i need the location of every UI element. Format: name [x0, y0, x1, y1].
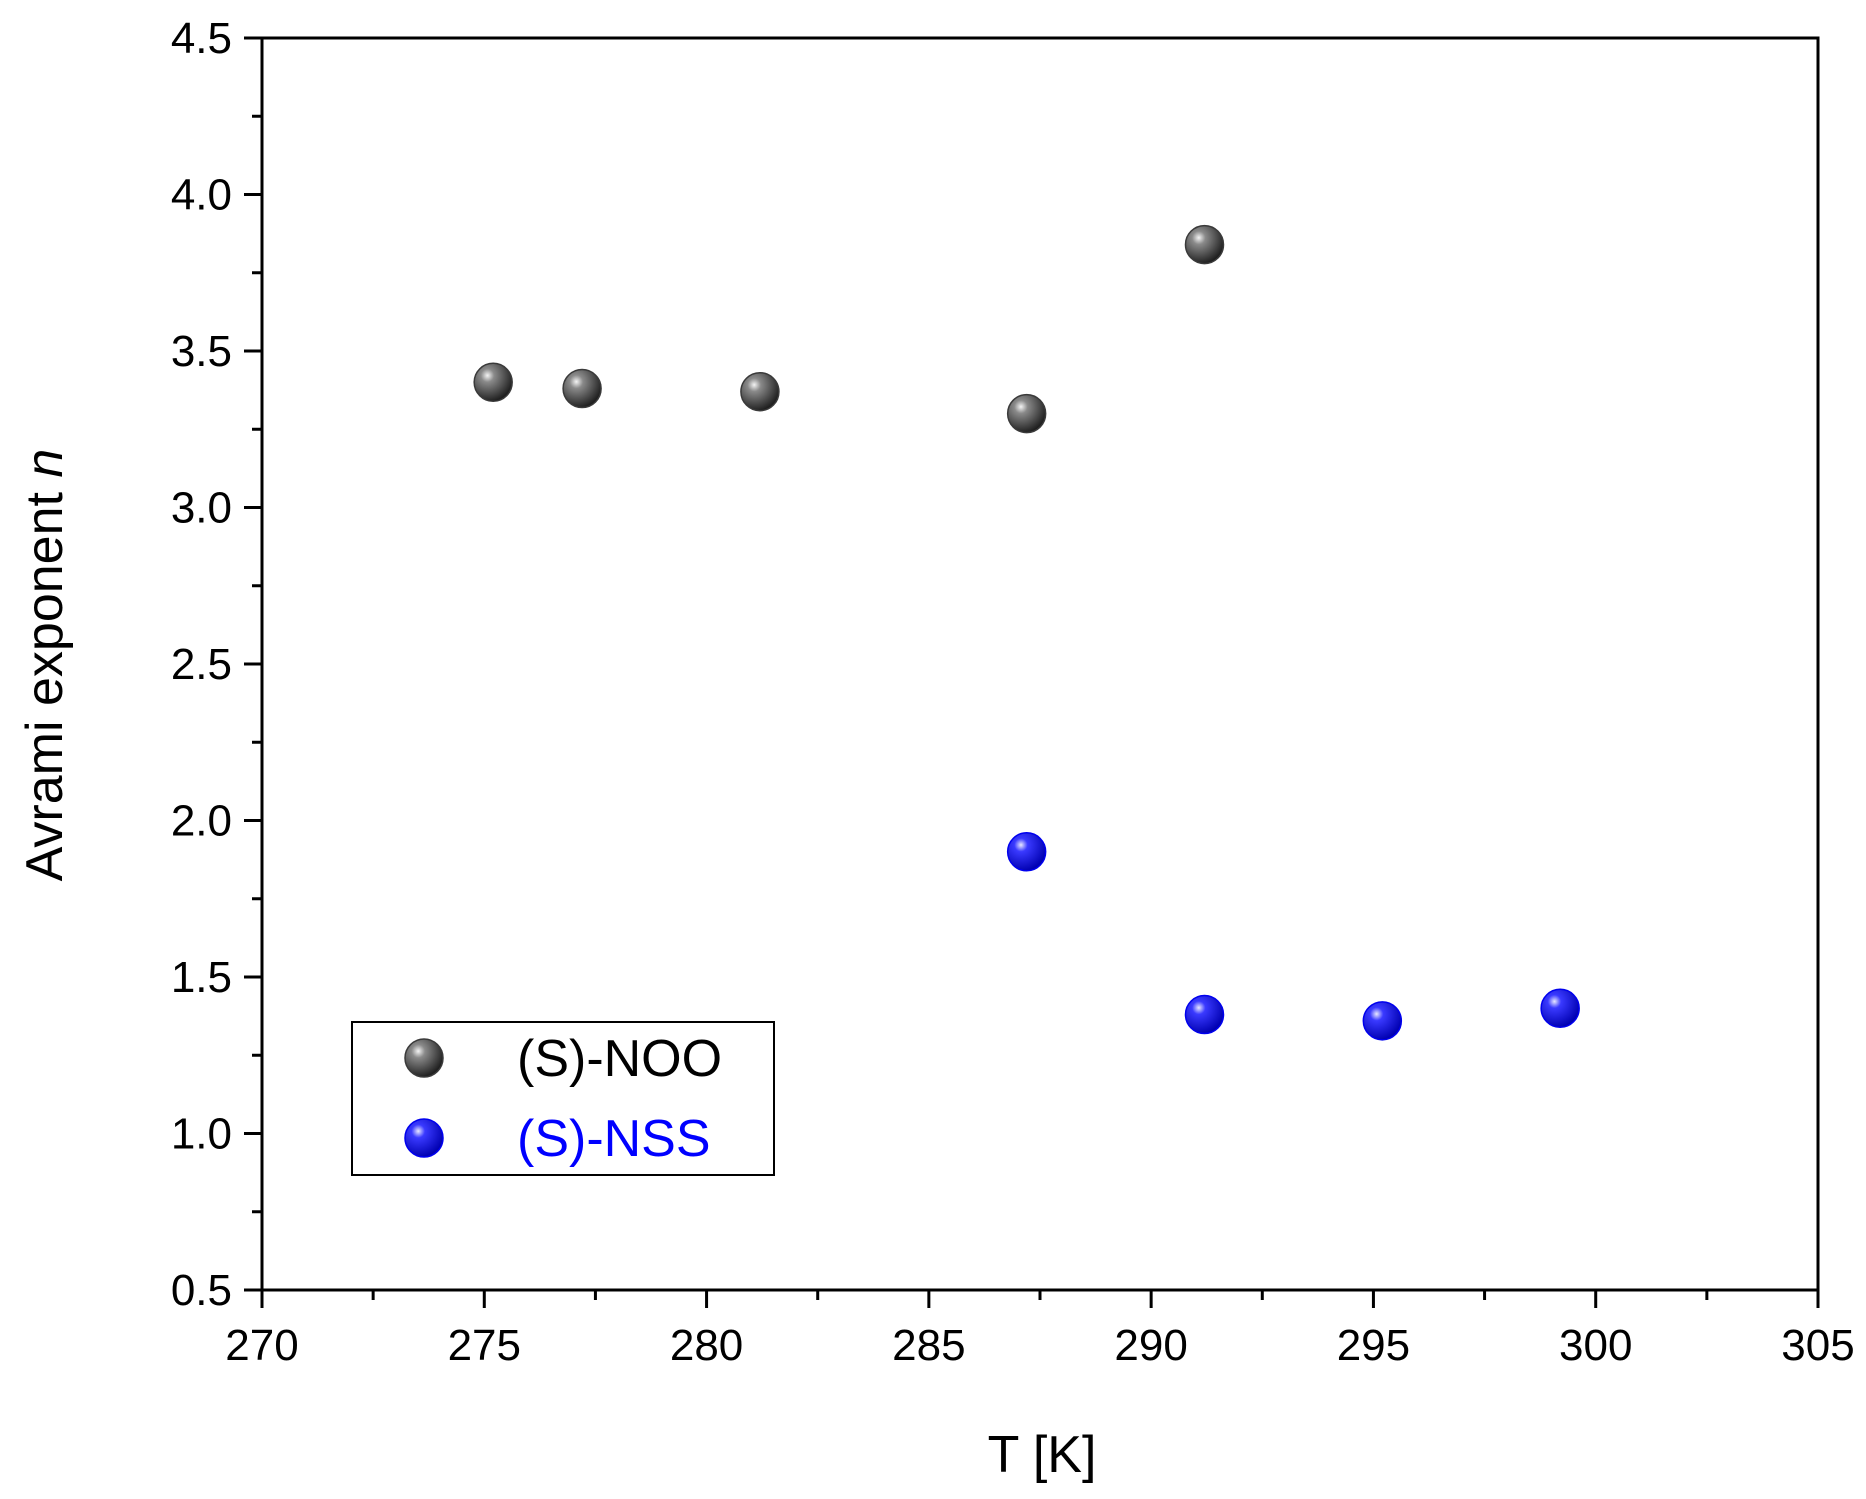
y-axis: 0.5 1.0 1.5 2.0 2.5 3.0 3.5 4.0 4.5: [171, 14, 262, 1315]
series-1: [473, 224, 1225, 434]
x-tick-label: 285: [892, 1321, 965, 1370]
data-point: [740, 371, 780, 412]
y-tick-label: 1.0: [171, 1110, 232, 1159]
y-tick-label: 4.0: [171, 171, 232, 220]
x-tick-label: 275: [448, 1321, 521, 1370]
data-point: [1362, 1001, 1403, 1041]
series-2: [1006, 832, 1580, 1041]
data-point: [1540, 988, 1580, 1029]
data-point: [1184, 224, 1225, 265]
data-point: [473, 362, 513, 403]
data-point: [1184, 994, 1225, 1035]
x-tick-label: 270: [225, 1321, 298, 1370]
x-tick-label: 295: [1337, 1321, 1410, 1370]
legend: (S)-NOO (S)-NSS: [351, 1021, 775, 1176]
y-axis-title-text: Avrami exponent: [16, 478, 74, 882]
legend-marker: [404, 1118, 444, 1158]
y-tick-label: 3.5: [171, 327, 232, 376]
legend-entry: (S)-NSS: [404, 1110, 711, 1168]
x-axis: 270 275 280 285 290 295 300 305: [225, 1290, 1855, 1370]
y-tick-label: 2.0: [171, 797, 232, 846]
legend-entry: (S)-NOO: [404, 1030, 722, 1088]
data-points: [473, 224, 1580, 1041]
y-tick-label: 0.5: [171, 1266, 232, 1315]
y-axis-title: Avrami exponent n: [16, 449, 74, 882]
y-tick-label: 3.0: [171, 484, 232, 533]
legend-label: (S)-NSS: [517, 1110, 711, 1168]
y-tick-label: 2.5: [171, 640, 232, 689]
data-point: [1006, 832, 1047, 872]
x-tick-label: 290: [1114, 1321, 1187, 1370]
x-tick-label: 300: [1559, 1321, 1632, 1370]
data-point: [1006, 393, 1047, 434]
y-tick-label: 1.5: [171, 953, 232, 1002]
x-tick-label: 305: [1781, 1321, 1854, 1370]
legend-label: (S)-NOO: [517, 1030, 722, 1088]
y-tick-label: 4.5: [171, 14, 232, 63]
data-point: [562, 368, 602, 409]
x-tick-label: 280: [670, 1321, 743, 1370]
x-axis-title: T [K]: [988, 1426, 1097, 1484]
legend-marker: [404, 1038, 444, 1078]
y-axis-title-variable: n: [16, 449, 74, 478]
